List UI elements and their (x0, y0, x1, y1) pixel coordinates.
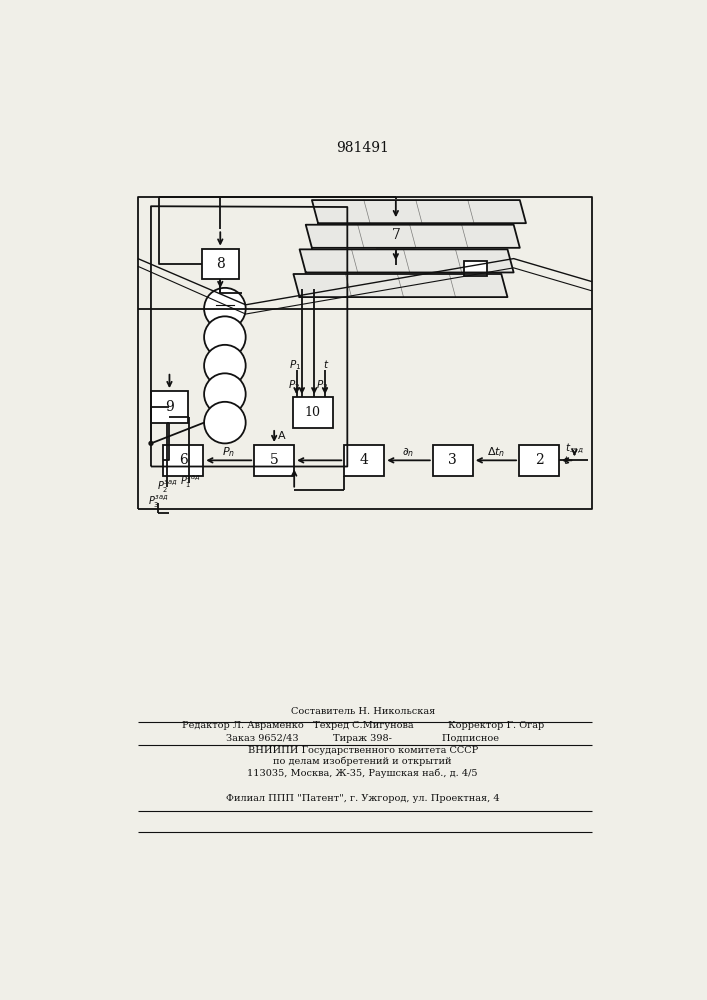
Text: $P_3^{зад}$: $P_3^{зад}$ (148, 494, 168, 510)
Text: 3: 3 (448, 453, 457, 467)
Circle shape (204, 373, 246, 415)
Text: 5: 5 (270, 453, 279, 467)
Bar (254, 445, 294, 476)
Text: $P_1$: $P_1$ (289, 358, 301, 372)
Bar (378, 220, 414, 249)
Text: 2: 2 (534, 453, 544, 467)
Bar (201, 249, 239, 279)
Text: 6: 6 (179, 453, 187, 467)
Text: $P_2^{зад}$: $P_2^{зад}$ (157, 478, 177, 495)
Text: $\partial_n$: $\partial_n$ (402, 446, 415, 459)
Text: $P_2$: $P_2$ (288, 378, 300, 392)
Circle shape (204, 288, 246, 329)
Text: A: A (278, 431, 286, 441)
Text: $\Delta t_n$: $\Delta t_n$ (486, 445, 505, 459)
Text: 8: 8 (216, 257, 225, 271)
Bar (151, 391, 188, 423)
Text: ВНИИПИ Государственного комитета СССР: ВНИИПИ Государственного комитета СССР (247, 746, 478, 755)
Polygon shape (312, 200, 526, 223)
Text: по делам изобретений и открытий: по делам изобретений и открытий (274, 757, 452, 766)
Text: $P_3$: $P_3$ (316, 378, 328, 392)
Text: $P_1^{зад}$: $P_1^{зад}$ (180, 474, 201, 490)
Bar (433, 445, 473, 476)
Text: 981491: 981491 (337, 141, 389, 155)
Text: Филиал ППП "Патент", г. Ужгород, ул. Проектная, 4: Филиал ППП "Патент", г. Ужгород, ул. Про… (226, 794, 500, 803)
Circle shape (204, 316, 246, 358)
Text: Редактор Л. Авраменко   Техред С.Мигунова           Корректор Г. Огар: Редактор Л. Авраменко Техред С.Мигунова … (182, 721, 544, 730)
Text: $t_{зад}$: $t_{зад}$ (565, 442, 584, 456)
Text: 10: 10 (305, 406, 321, 419)
Bar (464, 261, 486, 276)
Text: $P_n$: $P_n$ (222, 445, 235, 459)
Text: $t$: $t$ (323, 358, 329, 370)
Polygon shape (305, 225, 520, 248)
Text: Составитель Н. Никольская: Составитель Н. Никольская (291, 707, 435, 716)
Circle shape (204, 345, 246, 386)
Circle shape (149, 441, 153, 445)
Bar (163, 445, 204, 476)
Polygon shape (300, 249, 514, 272)
Text: $t$: $t$ (563, 454, 570, 466)
Bar (344, 445, 385, 476)
Circle shape (204, 402, 246, 443)
Text: 4: 4 (360, 453, 368, 467)
Text: 113035, Москва, Ж-35, Раушская наб., д. 4/5: 113035, Москва, Ж-35, Раушская наб., д. … (247, 769, 478, 778)
Text: 7: 7 (392, 228, 400, 242)
Text: Заказ 9652/43           Тираж 398-                Подписное: Заказ 9652/43 Тираж 398- Подписное (226, 734, 499, 743)
Polygon shape (293, 274, 508, 297)
Bar (519, 445, 559, 476)
Bar (293, 397, 333, 428)
Text: 9: 9 (165, 400, 174, 414)
